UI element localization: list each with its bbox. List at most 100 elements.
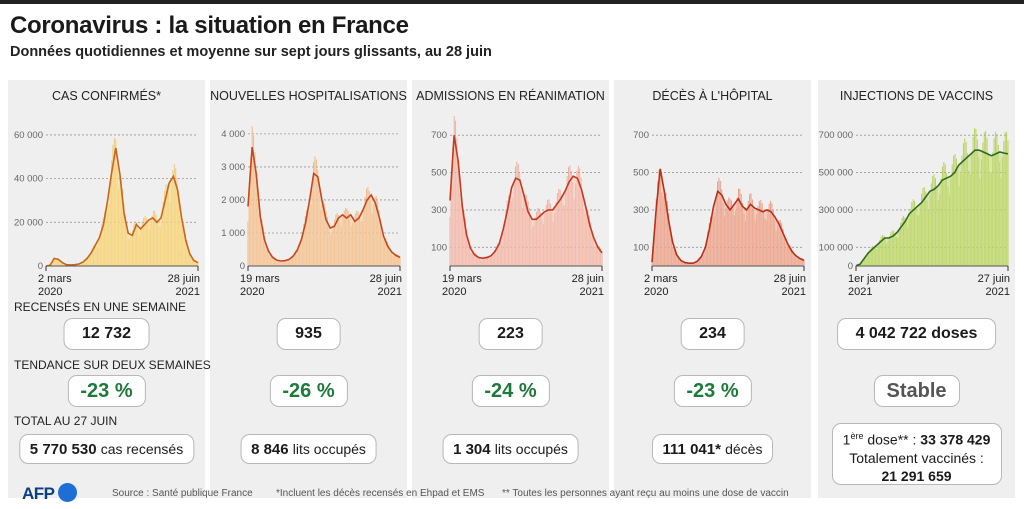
x-end-label: 2021 <box>378 286 402 298</box>
panel-title: ADMISSIONS EN RÉANIMATION <box>416 89 605 103</box>
y-tick-label: 500 <box>431 168 447 179</box>
x-start-label: 19 mars <box>240 273 280 285</box>
vaccination-totals-badge: 1ère dose** : 33 378 429 Totalement vacc… <box>831 423 1002 485</box>
total-badge: 8 846 lits occupés <box>240 434 377 464</box>
panel-deces: DÉCÈS À L'HÔPITAL 100 300 500 700 2 mars 2020… <box>614 80 811 498</box>
top-rule <box>0 0 1024 4</box>
y-tick-label: 700 <box>431 130 447 141</box>
total-unit: lits occupés <box>494 441 568 457</box>
panel-hospitalisations: NOUVELLES HOSPITALISATIONS 0 1 000 2 000 3 … <box>210 80 407 498</box>
panel-cas-confirmes: CAS CONFIRMÉS* 0 20 000 40 000 60 000 2 mars… <box>8 80 205 498</box>
y-tick-label: 700 000 <box>819 130 853 141</box>
y-tick-label: 500 000 <box>819 168 853 179</box>
chart-vaccins: 0 100 000 300 000 500 000 700 000 1er janvier… <box>819 128 1010 298</box>
first-dose-sup: ère <box>850 431 864 441</box>
weekly-doses-badge: 4 042 722 doses <box>836 318 997 350</box>
x-start-label: 2020 <box>442 286 466 298</box>
y-tick-label: 60 000 <box>14 130 43 141</box>
x-end-label: 28 juin <box>370 273 402 285</box>
x-end-label: 2021 <box>176 286 200 298</box>
y-tick-label: 100 <box>633 242 649 253</box>
average-area <box>248 147 400 266</box>
total-badge: 111 041* décès <box>651 434 774 464</box>
average-area <box>652 168 804 266</box>
y-tick-label: 3 000 <box>221 162 245 173</box>
average-line <box>651 168 805 264</box>
average-area <box>856 150 1008 266</box>
footer: AFP Source : Santé publique France *Incl… <box>0 480 1024 509</box>
trend-badge: -24 % <box>471 375 550 407</box>
afp-logo: AFP <box>22 484 55 503</box>
x-end-label: 2021 <box>986 286 1010 298</box>
trend-badge: -23 % <box>673 375 752 407</box>
trend-badge: -23 % <box>67 375 146 407</box>
weekly-count-badge: 223 <box>478 318 543 350</box>
weekly-count-badge: 12 732 <box>63 318 150 350</box>
footnote-2: ** Toutes les personnes ayant reçu au mo… <box>502 488 789 499</box>
total-unit: lits occupés <box>292 441 366 457</box>
total-value: 8 846 <box>251 441 289 458</box>
source-note: Source : Santé publique France <box>112 488 253 499</box>
afp-logo-dot-icon <box>58 483 77 502</box>
total-value: 1 304 <box>453 441 491 458</box>
y-tick-label: 300 000 <box>819 205 853 216</box>
panel-title: NOUVELLES HOSPITALISATIONS <box>210 89 407 103</box>
panel-title: INJECTIONS DE VACCINS <box>839 89 994 103</box>
total-value: 111 041* <box>662 441 721 458</box>
y-tick-label: 100 <box>431 242 447 253</box>
total-unit: cas recensés <box>100 441 184 457</box>
total-value: 5 770 530 <box>29 441 97 458</box>
weekly-count-badge: 234 <box>680 318 745 350</box>
x-end-label: 27 juin <box>978 273 1010 285</box>
x-end-label: 28 juin <box>168 273 200 285</box>
section-label-recenses: RECENSÉS EN UNE SEMAINE <box>14 300 187 314</box>
average-area <box>46 148 198 266</box>
first-dose-line: 1ère dose** : 33 378 429 <box>833 427 1001 449</box>
fully-vaccinated-label: Totalement vaccinés : <box>849 449 984 466</box>
total-badge: 1 304 lits occupés <box>442 434 579 464</box>
y-tick-label: 0 <box>240 261 245 272</box>
x-start-label: 2 mars <box>644 273 678 285</box>
first-dose-prefix: 1 <box>842 431 851 448</box>
section-label-tendance: TENDANCE SUR DEUX SEMAINES <box>14 358 211 372</box>
average-line <box>45 147 199 267</box>
y-tick-label: 1 000 <box>221 228 245 239</box>
y-tick-label: 0 <box>38 261 43 272</box>
x-start-label: 2020 <box>644 286 668 298</box>
total-badge: 5 770 530 cas recensés <box>18 434 195 464</box>
panel-title: DÉCÈS À L'HÔPITAL <box>652 89 773 103</box>
first-dose-value: 33 378 429 <box>920 431 991 448</box>
trend-badge: -26 % <box>269 375 348 407</box>
x-end-label: 28 juin <box>774 273 806 285</box>
total-unit: décès <box>725 441 763 457</box>
panel-reanimation: ADMISSIONS EN RÉANIMATION 100 300 500 700 19… <box>412 80 609 498</box>
y-tick-label: 700 <box>633 130 649 141</box>
x-end-label: 2021 <box>580 286 604 298</box>
average-line <box>247 146 401 262</box>
x-start-label: 2020 <box>38 286 62 298</box>
y-tick-label: 300 <box>633 205 649 216</box>
x-start-label: 1er janvier <box>848 273 900 285</box>
x-start-label: 2 mars <box>38 273 72 285</box>
y-tick-label: 40 000 <box>14 174 43 185</box>
y-tick-label: 0 <box>848 261 853 272</box>
page-title: Coronavirus : la situation en France <box>10 12 409 39</box>
y-tick-label: 20 000 <box>14 217 43 228</box>
first-dose-label: dose** : <box>863 431 921 448</box>
weekly-count-badge: 935 <box>276 318 341 350</box>
y-tick-label: 500 <box>633 168 649 179</box>
x-end-label: 28 juin <box>572 273 604 285</box>
trend-badge: Stable <box>873 375 960 407</box>
panel-vaccins: INJECTIONS DE VACCINS 0 100 000 300 000 500… <box>818 80 1015 498</box>
average-line <box>855 149 1009 267</box>
page-subtitle: Données quotidiennes et moyenne sur sept… <box>10 44 492 60</box>
y-tick-label: 4 000 <box>221 129 245 140</box>
fully-vaccinated-value: 21 291 659 <box>881 467 952 484</box>
y-tick-label: 100 000 <box>819 242 853 253</box>
y-tick-label: 2 000 <box>221 195 245 206</box>
average-line <box>449 135 603 260</box>
